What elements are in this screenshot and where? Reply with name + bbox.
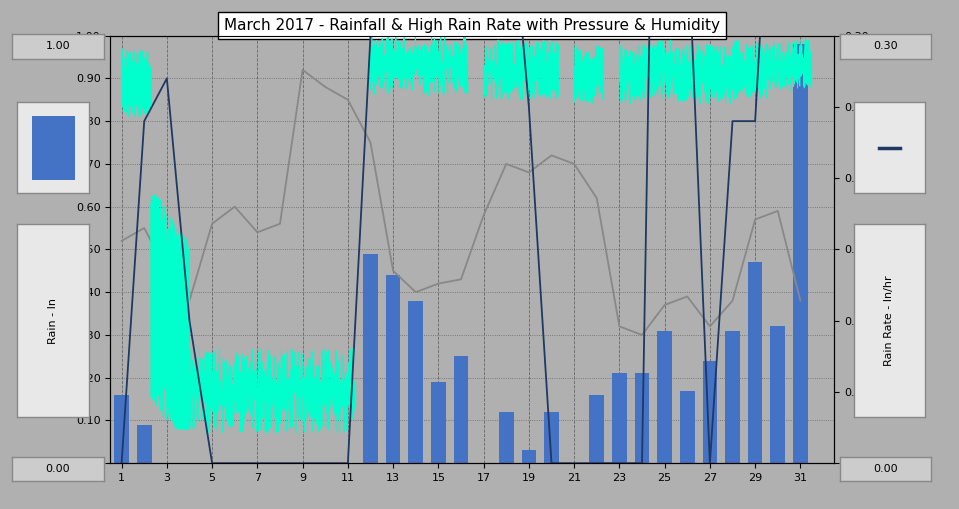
Text: 0.30: 0.30 <box>874 41 898 51</box>
Text: 1.00: 1.00 <box>46 41 70 51</box>
Bar <box>590 395 604 463</box>
Bar <box>544 412 559 463</box>
Text: 0.00: 0.00 <box>46 464 70 474</box>
Bar <box>770 326 785 463</box>
Bar <box>114 395 129 463</box>
Bar <box>657 331 672 463</box>
Text: Rain - In: Rain - In <box>48 298 58 344</box>
Text: 0.00: 0.00 <box>874 464 898 474</box>
Bar <box>363 253 378 463</box>
Bar <box>703 360 717 463</box>
Title: March 2017 - Rainfall & High Rain Rate with Pressure & Humidity: March 2017 - Rainfall & High Rain Rate w… <box>224 18 720 33</box>
Bar <box>32 116 75 180</box>
Bar <box>522 450 536 463</box>
Bar <box>409 301 423 463</box>
Bar <box>612 374 627 463</box>
Bar <box>386 275 401 463</box>
Bar <box>793 44 807 463</box>
Bar <box>748 262 762 463</box>
Bar <box>725 331 739 463</box>
Bar <box>499 412 514 463</box>
Bar <box>454 356 468 463</box>
Bar <box>635 374 649 463</box>
Bar <box>431 382 446 463</box>
Bar <box>680 390 694 463</box>
Text: Rain Rate - In/hr: Rain Rate - In/hr <box>884 275 895 366</box>
Bar <box>137 425 152 463</box>
